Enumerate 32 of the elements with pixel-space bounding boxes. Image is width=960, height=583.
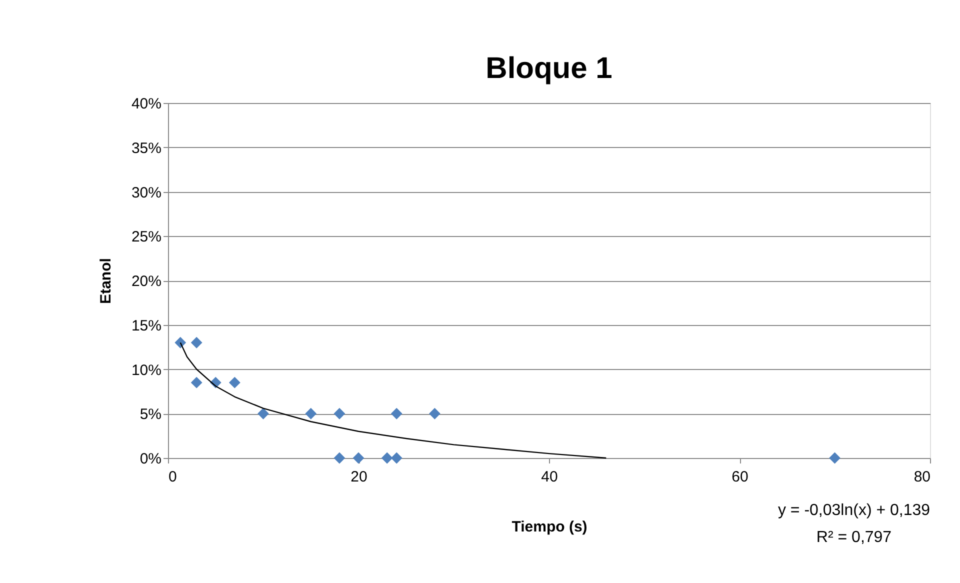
y-tick-label: 10% [131, 362, 162, 379]
x-tick-label: 40 [541, 468, 558, 486]
point [829, 452, 840, 464]
x-tick-label: 20 [350, 468, 368, 486]
point [390, 452, 402, 464]
x-tick-label: 60 [732, 468, 748, 486]
y-tick-label: 25% [131, 228, 162, 246]
point [258, 408, 269, 420]
y-tick-label: 0% [140, 450, 162, 468]
x-axis-title: Tiempo (s) [512, 518, 588, 536]
y-tick-label: 35% [131, 140, 162, 157]
point [190, 336, 202, 348]
y-tick-label: 20% [131, 273, 162, 290]
y-tick-label: 15% [131, 317, 162, 334]
text: R² = 0,797 [816, 529, 892, 546]
point [190, 376, 202, 388]
x-tick-label: 0 [168, 468, 177, 486]
point [334, 452, 346, 464]
text: y = -0,03ln(x) + 0,139 [778, 502, 930, 519]
point [334, 408, 346, 420]
y-tick-label: 40% [131, 96, 162, 112]
point [429, 408, 440, 420]
chart-title: Bloque 1 [486, 52, 612, 85]
y-axis-title: Etanol [97, 258, 114, 304]
point [352, 452, 364, 464]
point [381, 452, 393, 464]
x-tick-label: 80 [914, 468, 930, 486]
point [390, 408, 402, 420]
y-tick-label: 5% [140, 406, 162, 424]
point [228, 376, 240, 388]
y-tick-label: 30% [131, 184, 162, 202]
point [305, 408, 317, 420]
